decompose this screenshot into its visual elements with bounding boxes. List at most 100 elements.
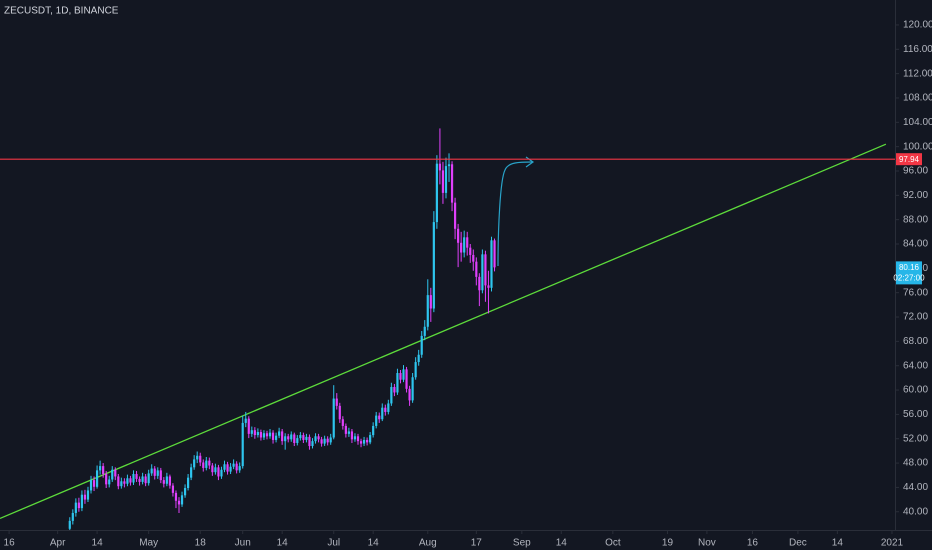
y-tick-label: 60.00 xyxy=(903,385,928,396)
candle-body xyxy=(99,466,102,471)
candle-body xyxy=(123,481,126,484)
candle-body xyxy=(290,434,293,440)
candle-body xyxy=(481,254,484,291)
candle-body xyxy=(89,480,93,491)
candle-body xyxy=(420,335,423,355)
candle-body xyxy=(196,455,199,460)
candle-body xyxy=(447,164,451,167)
candle-body xyxy=(86,490,90,500)
y-tick-label: 48.00 xyxy=(903,458,928,469)
candle-body xyxy=(193,459,196,468)
candle-body xyxy=(262,433,266,438)
candle-body xyxy=(247,418,250,434)
x-tick-label: 14 xyxy=(368,538,380,549)
candle-body xyxy=(238,466,241,471)
y-tick-label: 100.00 xyxy=(903,141,932,152)
candle-body xyxy=(278,431,281,436)
candle-body xyxy=(159,470,162,481)
x-tick-label: Sep xyxy=(513,538,531,549)
candle-body xyxy=(444,166,448,193)
candle-body xyxy=(168,476,171,486)
last-price-label: 80.16 xyxy=(899,263,920,272)
candle-body xyxy=(77,502,80,509)
candle-body xyxy=(120,481,123,487)
x-tick-label: 14 xyxy=(92,538,104,549)
candle-body xyxy=(153,468,156,476)
x-tick-label: 14 xyxy=(832,538,844,549)
y-tick-label: 104.00 xyxy=(903,117,932,128)
candle-body xyxy=(138,478,141,482)
y-tick-label: 68.00 xyxy=(903,336,928,347)
candle-body xyxy=(226,464,229,472)
candle-body xyxy=(372,425,375,436)
candle-body xyxy=(323,438,326,444)
y-tick-label: 84.00 xyxy=(903,239,928,250)
candle-body xyxy=(435,163,438,223)
candle-body xyxy=(205,460,208,468)
candle-body xyxy=(396,373,399,393)
candle-body xyxy=(326,438,329,443)
candle-body xyxy=(484,254,487,286)
candle-body xyxy=(105,474,108,485)
candle-body xyxy=(223,464,226,470)
x-tick-label: Nov xyxy=(698,538,716,549)
y-tick-label: 56.00 xyxy=(903,409,928,420)
candle-body xyxy=(274,435,278,440)
candle-body xyxy=(347,431,350,434)
candle-body xyxy=(92,480,96,487)
y-tick-label: 40.00 xyxy=(903,506,928,517)
candle-body xyxy=(493,240,496,268)
x-tick-label: Oct xyxy=(605,538,621,549)
candle-body xyxy=(180,495,184,505)
price-label: 97.94 xyxy=(899,155,920,164)
x-tick-label: 16 xyxy=(4,538,16,549)
candle-body xyxy=(375,415,378,426)
x-tick-label: Jul xyxy=(327,538,340,549)
candle-body xyxy=(162,480,165,484)
candle-body xyxy=(320,439,323,444)
candle-body xyxy=(399,373,402,380)
candle-body xyxy=(384,407,387,412)
candle-body xyxy=(287,436,290,440)
candle-body xyxy=(187,477,190,489)
candle-body xyxy=(259,432,263,438)
candle-body xyxy=(332,398,335,438)
candle-body xyxy=(293,434,296,443)
candle-body xyxy=(177,500,181,505)
x-tick-label: 17 xyxy=(471,538,483,549)
candle-body xyxy=(241,422,244,467)
candle-body xyxy=(268,432,272,437)
candle-body xyxy=(117,476,120,487)
chart-title: ZECUSDT, 1D, BINANCE xyxy=(4,6,119,17)
candle-body xyxy=(341,419,344,426)
x-tick-label: 14 xyxy=(556,538,568,549)
candle-body xyxy=(453,202,457,229)
plot-area xyxy=(0,128,887,530)
candle-body xyxy=(490,240,493,288)
candle-body xyxy=(144,476,147,484)
candle-body xyxy=(141,476,144,482)
candle-body xyxy=(256,432,259,436)
candle-body xyxy=(390,387,393,404)
x-tick-label: Aug xyxy=(419,538,437,549)
y-tick-label: 108.00 xyxy=(903,93,932,104)
candle-body xyxy=(114,469,117,477)
candle-body xyxy=(369,435,372,443)
candle-body xyxy=(129,478,132,483)
candle-body xyxy=(359,441,363,444)
candle-body xyxy=(338,405,341,420)
candle-body xyxy=(232,463,235,467)
x-tick-label: Dec xyxy=(789,538,807,549)
candle-body xyxy=(411,377,414,401)
candle-body xyxy=(472,254,475,262)
x-tick-label: May xyxy=(139,538,158,549)
candle-body xyxy=(438,163,442,171)
candle-body xyxy=(469,247,472,255)
candle-body xyxy=(426,295,429,327)
candle-body xyxy=(402,369,405,380)
x-tick-label: 18 xyxy=(195,538,207,549)
y-tick-label: 112.00 xyxy=(903,68,932,79)
candle-body xyxy=(83,494,87,500)
candle-body xyxy=(250,430,253,434)
candle-body xyxy=(111,469,114,480)
